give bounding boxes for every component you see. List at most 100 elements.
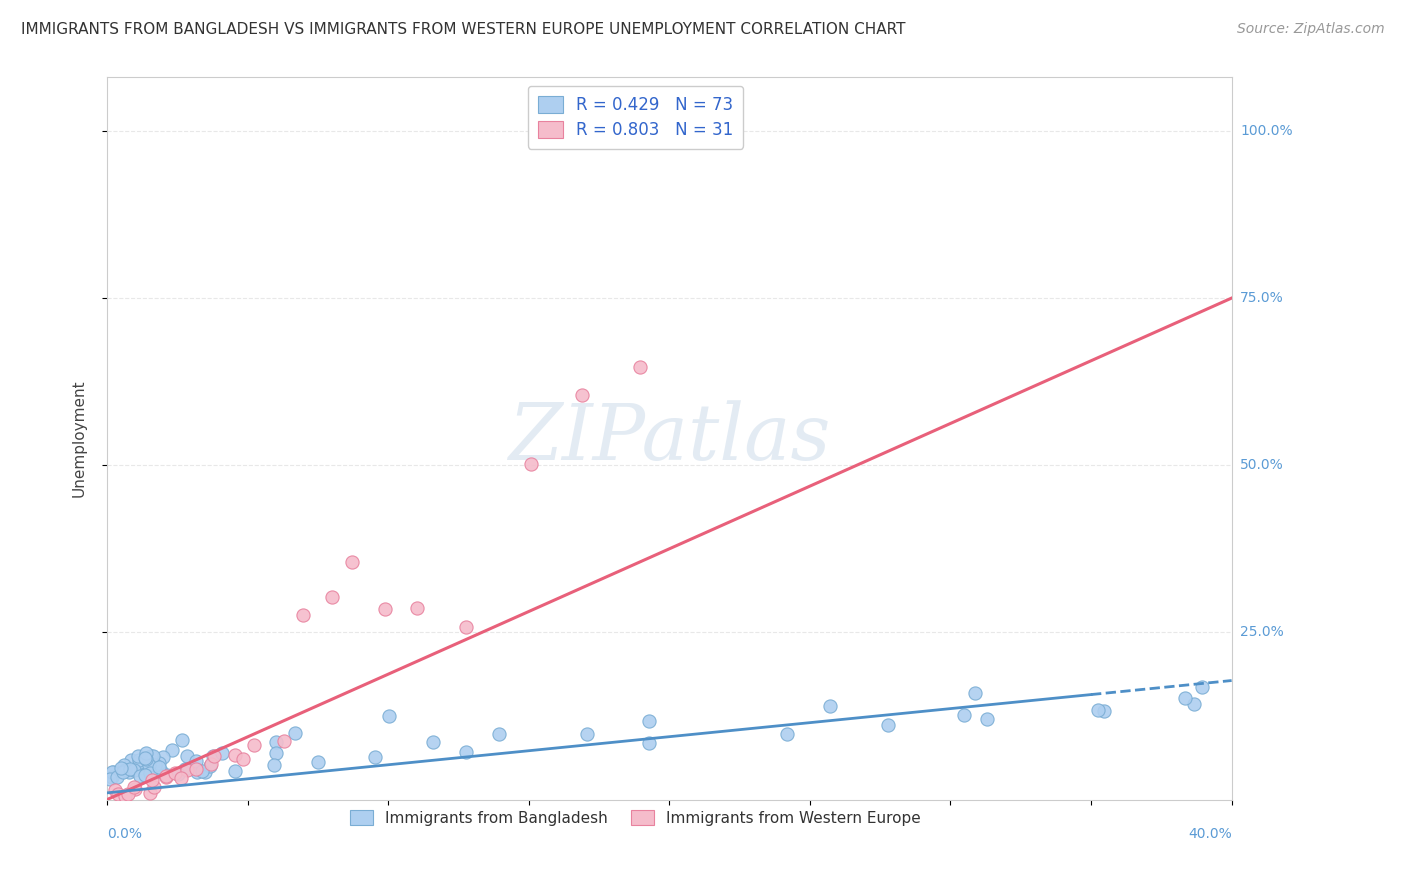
Point — [152, 749, 174, 764]
Point — [454, 745, 477, 759]
Point — [128, 753, 150, 767]
Point — [101, 770, 124, 784]
Point — [155, 770, 177, 784]
Point — [340, 555, 363, 569]
Point — [150, 764, 173, 779]
Text: 50.0%: 50.0% — [1240, 458, 1284, 472]
Point — [135, 747, 157, 761]
Point — [1092, 704, 1115, 718]
Point — [1174, 691, 1197, 706]
Point — [200, 757, 222, 772]
Point — [202, 748, 225, 763]
Point — [184, 762, 207, 776]
Point — [194, 765, 217, 780]
Text: 40.0%: 40.0% — [1188, 827, 1232, 841]
Point — [135, 751, 157, 765]
Point — [118, 762, 141, 776]
Point — [104, 783, 127, 797]
Point — [142, 748, 165, 763]
Point — [141, 773, 163, 788]
Point — [143, 758, 166, 772]
Point — [114, 789, 136, 804]
Point — [120, 753, 142, 767]
Point — [224, 764, 246, 778]
Point — [118, 764, 141, 779]
Point — [176, 764, 198, 778]
Point — [628, 359, 651, 374]
Point — [186, 754, 208, 768]
Y-axis label: Unemployment: Unemployment — [72, 380, 86, 498]
Point — [148, 760, 170, 774]
Point — [148, 756, 170, 770]
Point — [232, 751, 254, 765]
Text: Source: ZipAtlas.com: Source: ZipAtlas.com — [1237, 22, 1385, 37]
Text: ZIPatlas: ZIPatlas — [508, 401, 831, 476]
Point — [122, 780, 145, 794]
Point — [520, 457, 543, 471]
Point — [145, 764, 167, 779]
Point — [364, 749, 387, 764]
Point — [127, 749, 149, 764]
Point — [191, 764, 214, 778]
Point — [128, 755, 150, 769]
Point — [169, 771, 191, 785]
Point — [129, 761, 152, 775]
Point — [105, 770, 128, 784]
Point — [976, 712, 998, 726]
Point — [124, 781, 146, 796]
Point — [134, 751, 156, 765]
Point — [571, 388, 593, 402]
Point — [264, 746, 287, 760]
Point — [378, 709, 401, 723]
Point — [160, 743, 183, 757]
Point — [273, 733, 295, 747]
Point — [406, 601, 429, 615]
Point — [112, 764, 135, 779]
Point — [172, 733, 194, 747]
Point — [136, 762, 159, 776]
Point — [114, 764, 136, 778]
Point — [242, 738, 264, 752]
Point — [224, 747, 246, 762]
Point — [101, 764, 124, 779]
Point — [965, 686, 987, 700]
Point — [107, 787, 129, 801]
Point — [1087, 702, 1109, 716]
Point — [422, 735, 444, 749]
Point — [820, 699, 842, 714]
Point — [141, 749, 163, 764]
Point — [122, 763, 145, 777]
Point — [202, 749, 225, 764]
Point — [284, 726, 307, 740]
Point — [263, 758, 285, 772]
Point — [101, 764, 124, 779]
Point — [139, 766, 162, 780]
Point — [112, 757, 135, 772]
Point — [198, 759, 221, 773]
Point — [138, 750, 160, 764]
Point — [117, 787, 139, 801]
Point — [264, 735, 287, 749]
Point — [1191, 680, 1213, 694]
Point — [134, 768, 156, 782]
Point — [454, 620, 477, 634]
Point — [211, 746, 233, 760]
Legend: Immigrants from Bangladesh, Immigrants from Western Europe: Immigrants from Bangladesh, Immigrants f… — [344, 804, 927, 831]
Point — [156, 768, 179, 782]
Text: 25.0%: 25.0% — [1240, 625, 1284, 640]
Point — [138, 758, 160, 772]
Point — [575, 727, 598, 741]
Point — [488, 726, 510, 740]
Point — [321, 590, 343, 604]
Point — [128, 769, 150, 783]
Point — [877, 718, 900, 732]
Point — [1182, 698, 1205, 712]
Point — [98, 772, 121, 786]
Point — [163, 766, 186, 780]
Point — [176, 749, 198, 764]
Text: 100.0%: 100.0% — [1240, 124, 1292, 138]
Point — [637, 714, 659, 728]
Point — [145, 762, 167, 776]
Point — [291, 607, 314, 622]
Point — [775, 727, 797, 741]
